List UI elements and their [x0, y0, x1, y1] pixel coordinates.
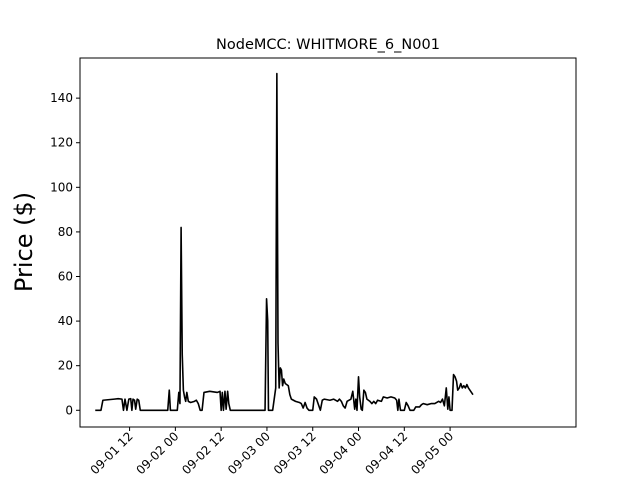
y-axis-label: Price ($)	[10, 192, 38, 292]
y-tick-label: 0	[65, 403, 73, 417]
x-tick-label: 09-02 12	[179, 429, 227, 477]
y-tick-label: 140	[50, 91, 73, 105]
chart-title: NodeMCC: WHITMORE_6_N001	[216, 37, 440, 53]
plot-frame	[79, 57, 577, 428]
x-tick-label: 09-04 00	[317, 429, 365, 477]
x-tick-label: 09-03 00	[225, 429, 273, 477]
y-tick-label: 80	[58, 225, 73, 239]
y-tick-label: 20	[58, 359, 73, 373]
x-tick-label: 09-04 12	[362, 429, 410, 477]
y-axis: 0 20 40 60 80 100 120 140	[50, 91, 80, 417]
series-line-0	[95, 72, 474, 412]
plot-area	[95, 72, 474, 412]
x-tick-label: 09-05 00	[408, 429, 456, 477]
x-tick-label: 09-01 12	[88, 429, 136, 477]
y-tick-label: 100	[50, 180, 73, 194]
x-tick-label: 09-03 12	[271, 429, 319, 477]
y-tick-label: 60	[58, 270, 73, 284]
y-tick-label: 120	[50, 136, 73, 150]
x-tick-label: 09-02 00	[133, 429, 181, 477]
y-tick-label: 40	[58, 314, 73, 328]
